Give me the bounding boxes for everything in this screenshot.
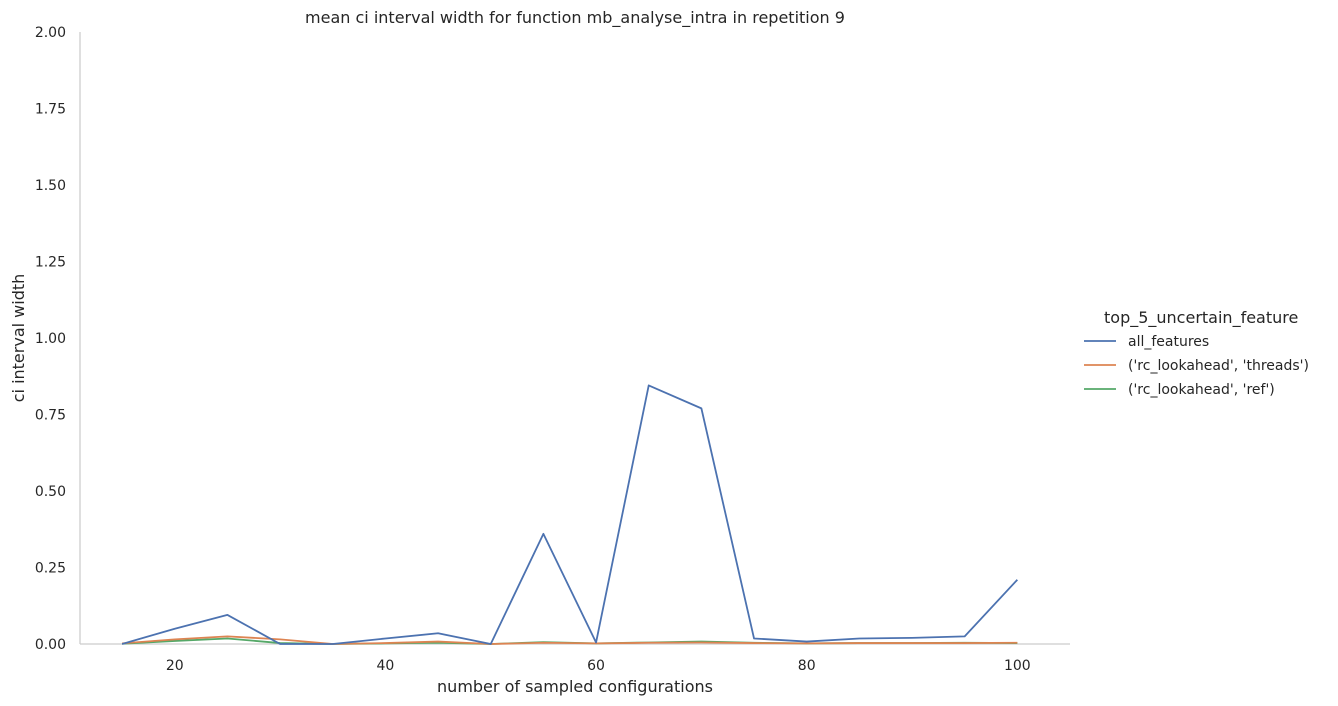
- y-axis-label: ci interval width: [9, 274, 28, 403]
- x-tick-label: 100: [1004, 658, 1031, 674]
- x-tick-label: 80: [798, 658, 816, 674]
- y-tick-label: 0.75: [35, 408, 66, 424]
- y-tick-labels: 0.00 0.25 0.50 0.75 1.00 1.25 1.50 1.75 2.00: [35, 25, 66, 653]
- legend: top_5_uncertain_feature all_features ('rc…: [1084, 308, 1309, 398]
- y-tick-label: 0.50: [35, 484, 66, 500]
- series-line-0: [121, 384, 1018, 645]
- legend-title: top_5_uncertain_feature: [1104, 308, 1298, 328]
- y-tick-label: 2.00: [35, 25, 66, 41]
- y-tick-label: 1.75: [35, 102, 66, 118]
- x-tick-label: 40: [377, 658, 395, 674]
- y-tick-label: 0.00: [35, 637, 66, 653]
- legend-label: ('rc_lookahead', 'ref'): [1128, 382, 1275, 398]
- y-tick-label: 1.50: [35, 178, 66, 194]
- x-tick-labels: 20 40 60 80 100: [166, 658, 1031, 674]
- axes: [79, 32, 1070, 645]
- y-tick-label: 1.25: [35, 255, 66, 271]
- legend-items: all_features ('rc_lookahead', 'threads') (…: [1084, 334, 1309, 398]
- x-axis-label: number of sampled configurations: [437, 677, 713, 696]
- legend-label: all_features: [1128, 334, 1209, 350]
- y-tick-label: 1.00: [35, 331, 66, 347]
- chart-title: mean ci interval width for function mb_a…: [305, 8, 845, 28]
- x-tick-label: 20: [166, 658, 184, 674]
- legend-label: ('rc_lookahead', 'threads'): [1128, 358, 1309, 374]
- series-lines: [121, 384, 1018, 645]
- x-tick-label: 60: [587, 658, 605, 674]
- y-tick-label: 0.25: [35, 561, 66, 577]
